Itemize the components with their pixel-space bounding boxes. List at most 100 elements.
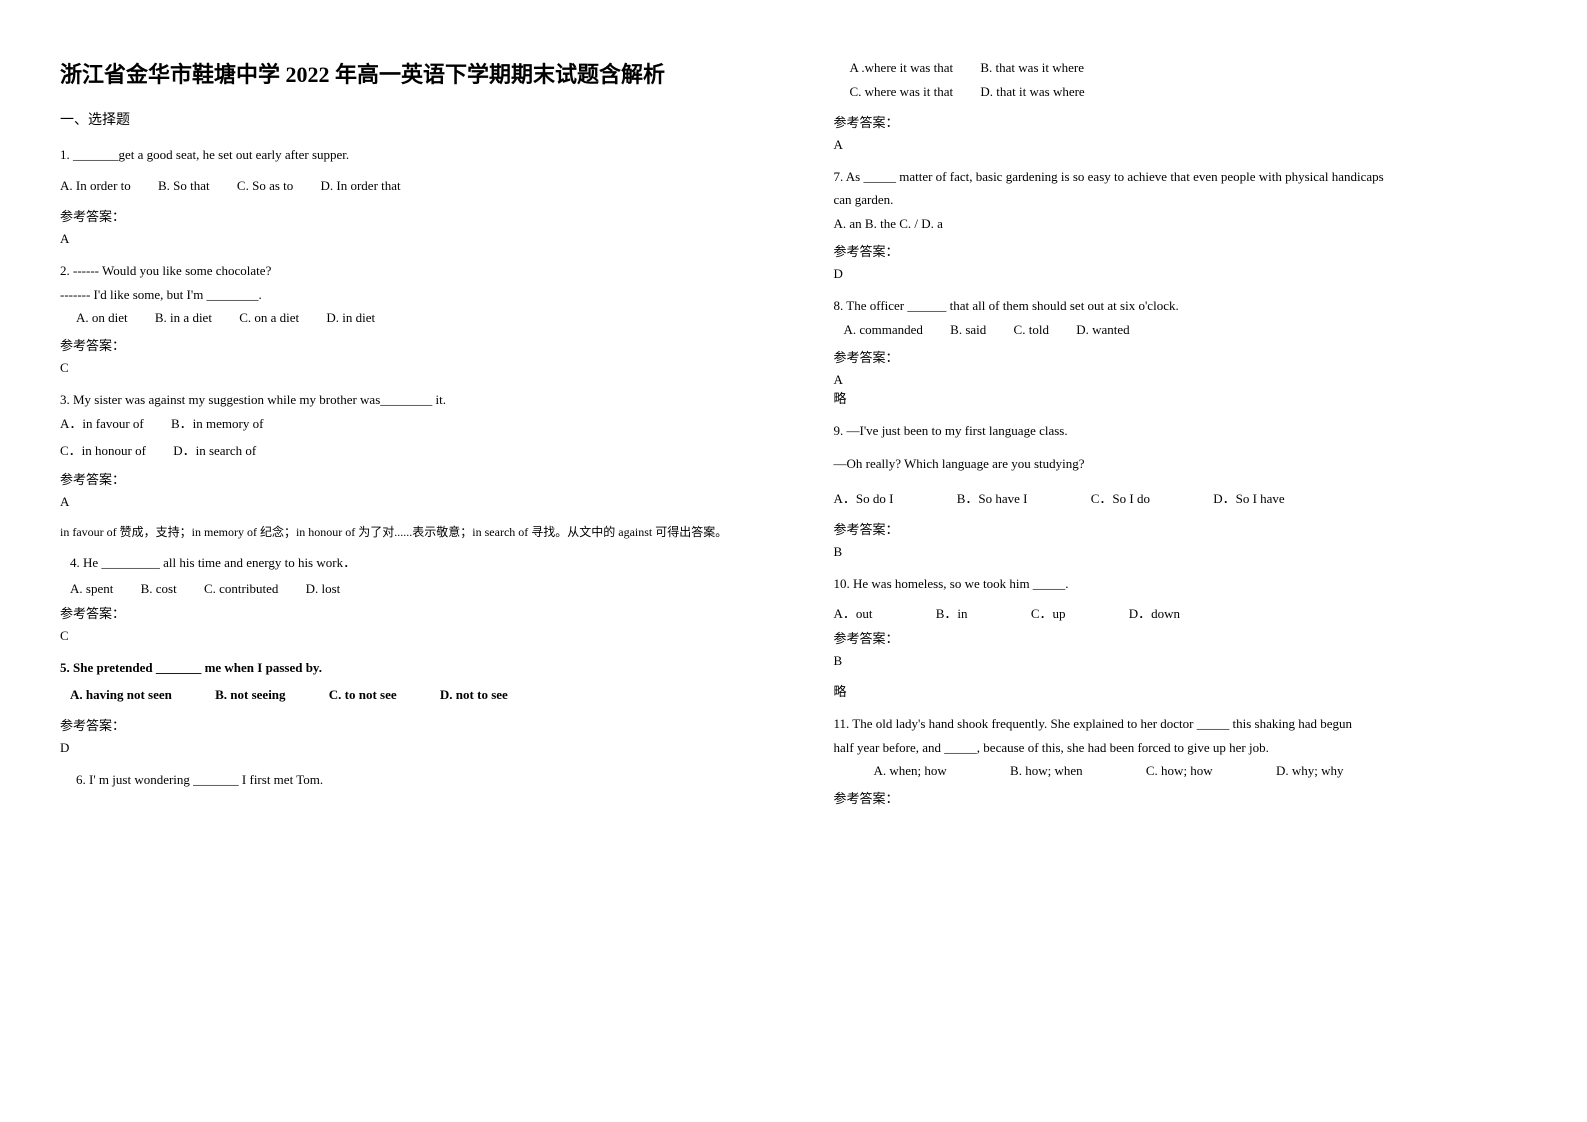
q11-line1: 11. The old lady's hand shook frequently… [834,712,1528,735]
q7-answer-label: 参考答案： [834,241,1528,260]
question-5: 5. She pretended _______ me when I passe… [60,656,744,679]
question-3: 3. My sister was against my suggestion w… [60,388,744,462]
q3-optB: B．in memory of [171,416,263,431]
q5-text: 5. She pretended _______ me when I passe… [60,656,744,679]
q4-answer-label: 参考答案： [60,603,744,622]
q9-optA: A．So do I [834,491,894,506]
question-7: 7. As _____ matter of fact, basic garden… [834,165,1528,235]
q2-line2: ------- I'd like some, but I'm ________. [60,283,744,306]
left-column: 浙江省金华市鞋塘中学 2022 年高一英语下学期期末试题含解析 一、选择题 1.… [0,0,794,1122]
q1-answer: A [60,231,744,247]
q3-optA: A．in favour of [60,416,144,431]
q3-text: 3. My sister was against my suggestion w… [60,388,744,411]
q11-line2: half year before, and _____, because of … [834,736,1528,759]
q8-answer: A [834,372,1528,388]
q10-optA: A．out [834,606,873,621]
question-8: 8. The officer ______ that all of them s… [834,294,1528,341]
q3-answer-label: 参考答案： [60,469,744,488]
q11-optD: D. why; why [1276,763,1344,778]
q5-optA: A. having not seen [70,687,172,702]
q4-optC: C. contributed [204,581,278,596]
q7-answer: D [834,266,1528,282]
q9-options: A．So do I B．So have I C．So I do D．So I h… [834,488,1528,507]
q10-answer: B [834,653,1528,669]
q6-optC: C. where was it that [850,84,954,99]
q9-optD: D．So I have [1213,491,1285,506]
q7-opts: A. an B. the C. / D. a [834,212,1528,235]
q3-answer: A [60,494,744,510]
q1-optB: B. So that [158,178,210,193]
q8-optA: A. commanded [844,322,923,337]
q8-optD: D. wanted [1076,322,1129,337]
q1-answer-label: 参考答案： [60,206,744,225]
question-11: 11. The old lady's hand shook frequently… [834,712,1528,782]
q7-line1: 7. As _____ matter of fact, basic garden… [834,165,1528,188]
q3-optC: C．in honour of [60,443,146,458]
q8-options: A. commanded B. said C. told D. wanted [834,318,1528,341]
q5-options: A. having not seen B. not seeing C. to n… [60,687,744,703]
q1-options: A. In order to B. So that C. So as to D.… [60,178,744,194]
q6-options-row1: A .where it was that B. that was it wher… [834,60,1528,76]
q2-optB: B. in a diet [155,310,212,325]
q4-text: 4. He _________ all his time and energy … [70,551,744,574]
question-10: 10. He was homeless, so we took him ____… [834,572,1528,595]
q8-optB: B. said [950,322,986,337]
q8-optC: C. told [1014,322,1049,337]
q3-options-row1: A．in favour of B．in memory of [60,412,744,435]
q9-line2: —Oh really? Which language are you study… [834,452,1528,475]
question-4: 4. He _________ all his time and energy … [60,551,744,574]
q6-optB: B. that was it where [980,60,1084,75]
q6-answer: A [834,137,1528,153]
q6-text: 6. I' m just wondering _______ I first m… [76,768,744,791]
q9-optB: B．So have I [957,491,1028,506]
q1-text: 1. _______get a good seat, he set out ea… [60,143,744,166]
q5-optB: B. not seeing [215,687,285,702]
q4-answer: C [60,628,744,644]
q10-optD: D．down [1129,606,1180,621]
q2-answer-label: 参考答案： [60,335,744,354]
q11-optA: A. when; how [874,763,947,778]
q9-optC: C．So I do [1091,491,1150,506]
q10-answer-label: 参考答案： [834,628,1528,647]
q4-options: A. spent B. cost C. contributed D. lost [60,581,744,597]
q5-optC: C. to not see [329,687,397,702]
page-title: 浙江省金华市鞋塘中学 2022 年高一英语下学期期末试题含解析 [60,60,744,91]
q2-optA: A. on diet [76,310,128,325]
q10-note: 略 [834,681,1528,700]
section-heading: 一、选择题 [60,109,744,129]
q9-answer-label: 参考答案： [834,519,1528,538]
q10-optB: B．in [936,606,968,621]
q1-optD: D. In order that [321,178,401,193]
q8-note: 略 [834,388,1528,407]
q10-options: A．out B．in C．up D．down [834,603,1528,622]
q8-text: 8. The officer ______ that all of them s… [834,294,1528,317]
q11-options: A. when; how B. how; when C. how; how D.… [834,759,1528,782]
q2-line1: 2. ------ Would you like some chocolate? [60,259,744,282]
q6-optA: A .where it was that [850,60,954,75]
q6-options-row2: C. where was it that D. that it was wher… [834,84,1528,100]
q3-optD: D．in search of [173,443,256,458]
q6-answer-label: 参考答案： [834,112,1528,131]
q11-optC: C. how; how [1146,763,1213,778]
q4-optD: D. lost [306,581,341,596]
q5-answer: D [60,740,744,756]
q2-answer: C [60,360,744,376]
right-column: A .where it was that B. that was it wher… [794,0,1587,1122]
question-1: 1. _______get a good seat, he set out ea… [60,143,744,166]
q9-line1: 9. —I've just been to my first language … [834,419,1528,442]
q11-answer-label: 参考答案： [834,788,1528,807]
q9-answer: B [834,544,1528,560]
question-9: 9. —I've just been to my first language … [834,419,1528,476]
q5-answer-label: 参考答案： [60,715,744,734]
q10-optC: C．up [1031,606,1066,621]
q7-line2: can garden. [834,188,1528,211]
q2-options: A. on diet B. in a diet C. on a diet D. … [60,306,744,329]
question-2: 2. ------ Would you like some chocolate?… [60,259,744,329]
q10-text: 10. He was homeless, so we took him ____… [834,572,1528,595]
q3-explanation: in favour of 赞成，支持；in memory of 纪念；in ho… [60,522,744,544]
q6-optD: D. that it was where [980,84,1084,99]
q2-optD: D. in diet [326,310,375,325]
q4-optB: B. cost [141,581,177,596]
q5-optD: D. not to see [440,687,508,702]
q1-optC: C. So as to [237,178,293,193]
